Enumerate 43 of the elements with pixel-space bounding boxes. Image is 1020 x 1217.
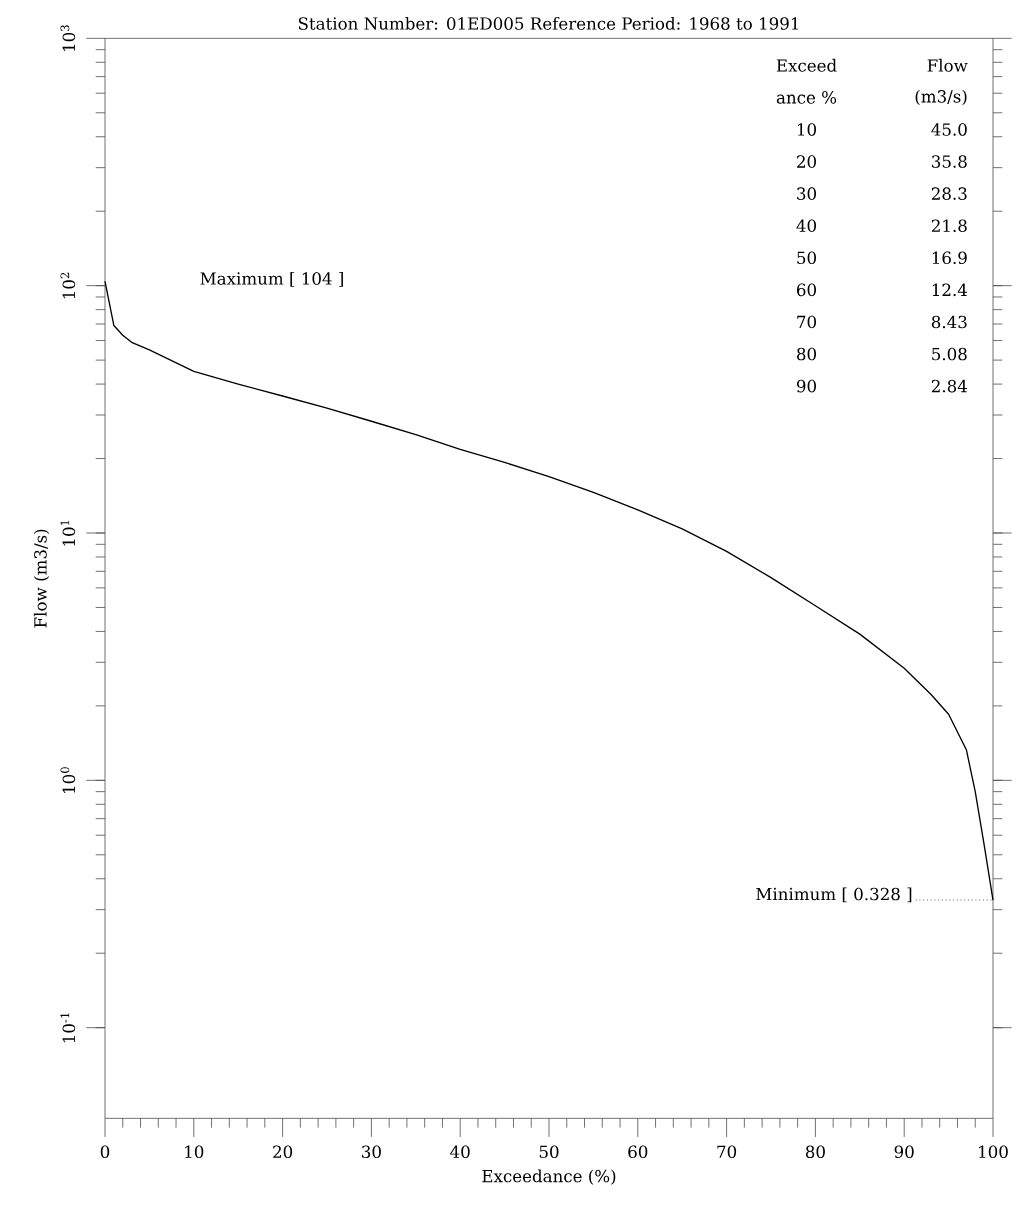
annotation: 50 [797,251,816,265]
x-tick-label: 90 [894,1145,914,1159]
annotation: (m3/s) [915,89,967,106]
x-tick-label: 10 [185,1145,204,1159]
chart-title: Station Number: 01ED005 Reference Period: 1968 to 1991 [298,16,799,30]
x-tick-label: 40 [450,1145,470,1159]
annotation: 10 [797,123,816,136]
annotation: 70 [797,315,816,329]
y-tick-label: 10$^{2}$ [60,272,76,299]
annotation: 5.08 [932,347,967,361]
x-tick-label: 0 [100,1145,110,1159]
y-axis-title: Flow (m3/s) [33,529,50,628]
annotation: ance % [776,91,837,104]
x-tick-label: 70 [717,1145,737,1159]
annotation: 20 [797,155,816,168]
annotation: 12.4 [932,283,968,297]
y-tick-label: 10$^{0}$ [60,767,76,793]
annotation: 60 [797,283,816,297]
y-tick-label: 10$^{-1}$ [60,1013,76,1043]
annotation: 45.0 [931,123,967,136]
annotation: 30 [797,187,816,200]
annotation: 8.43 [931,315,967,329]
y-tick-label: 10$^{3}$ [60,25,76,51]
annotation: Flow [927,58,968,72]
annotation: Maximum [ 104 ] [200,271,343,287]
x-tick-label: 20 [273,1145,293,1159]
x-tick-label: 100 [979,1145,1008,1159]
x-tick-label: 60 [628,1145,648,1159]
annotation: 40 [796,219,816,232]
annotation: Minimum [ 0.328 ] [756,887,912,903]
y-tick-label: 10$^{1}$ [60,520,76,546]
annotation: Exceed [776,58,837,72]
annotation: 21.8 [931,219,967,232]
annotation: 80 [797,347,816,361]
annotation: 28.3 [931,187,967,200]
annotation: 2.84 [931,379,968,393]
annotation: 35.8 [932,155,967,168]
x-axis-title: Exceedance (%) [482,1169,616,1185]
annotation: 16.9 [932,251,967,265]
x-tick-label: 50 [539,1145,559,1159]
annotation: 90 [796,379,816,393]
x-tick-label: 80 [805,1145,825,1159]
x-tick-label: 30 [362,1145,381,1159]
